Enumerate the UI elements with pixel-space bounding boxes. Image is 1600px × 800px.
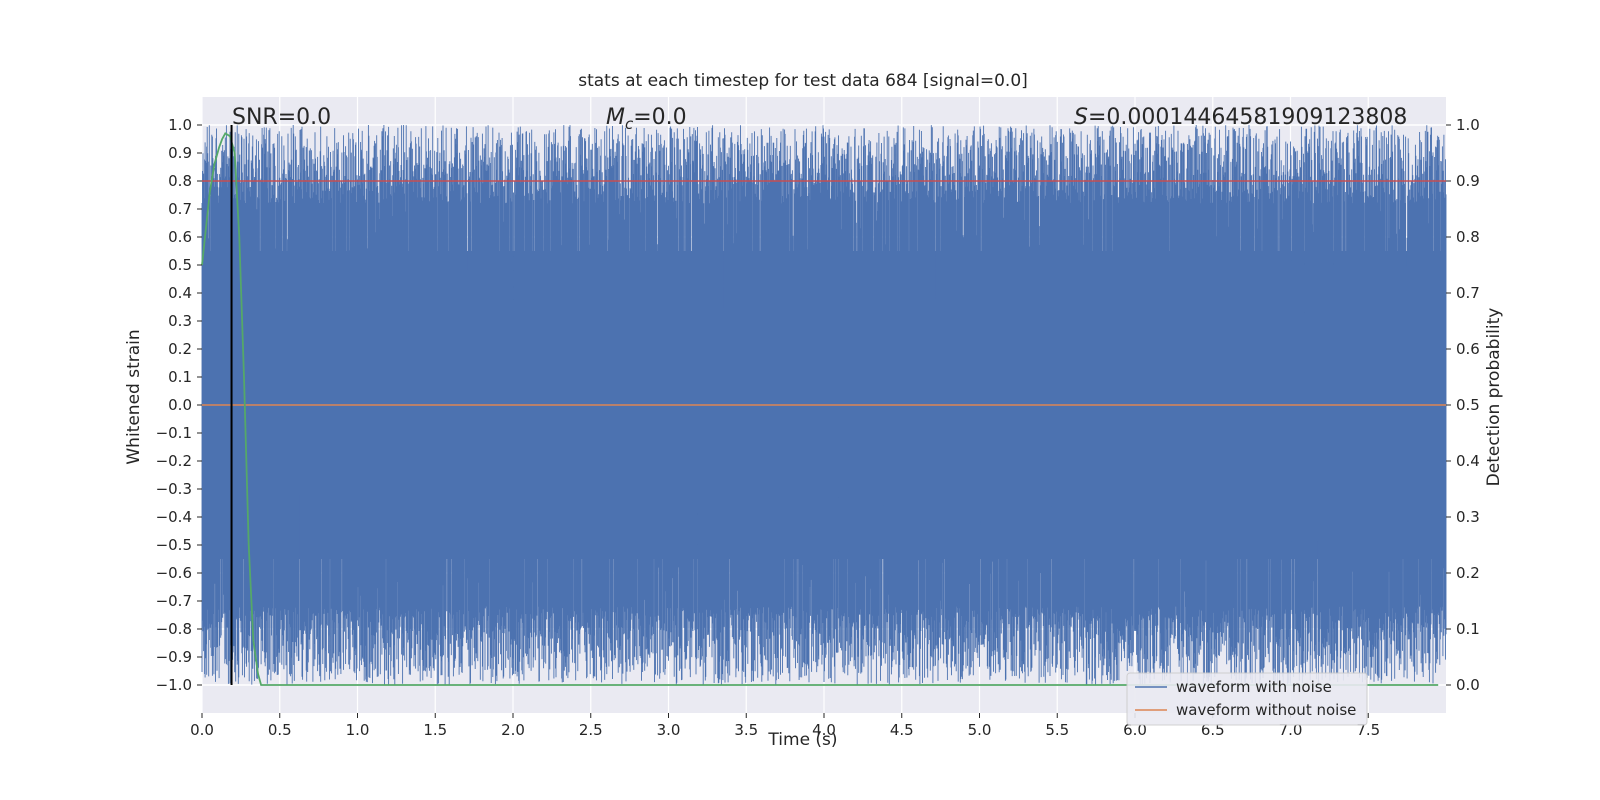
x-tick-label: 2.0: [501, 721, 525, 739]
legend-label-noise: waveform with noise: [1176, 678, 1332, 696]
y-tick-label: −1.0: [156, 676, 192, 694]
y2-tick-label: 0.6: [1456, 340, 1480, 358]
annotation-snr: SNR=0.0: [232, 105, 331, 130]
y-tick-label: −0.1: [156, 424, 192, 442]
x-tick-label: 2.5: [579, 721, 603, 739]
y2-tick-label: 0.1: [1456, 620, 1480, 638]
y2-tick-label: 0.3: [1456, 508, 1480, 526]
y2-tick-label: 0.2: [1456, 564, 1480, 582]
y-tick-label: 0.9: [168, 144, 192, 162]
x-tick-label: 5.5: [1045, 721, 1069, 739]
y-axis-label: Whitened strain: [124, 329, 144, 464]
y-tick-label: 1.0: [168, 116, 192, 134]
y-tick-label: 0.0: [168, 396, 192, 414]
x-axis-label: Time (s): [767, 730, 837, 750]
y-tick-label: 0.8: [168, 172, 192, 190]
y-tick-label: 0.4: [168, 284, 192, 302]
series-detection-probability: [201, 132, 1439, 686]
x-tick-label: 1.5: [423, 721, 447, 739]
y-tick-label: 0.1: [168, 368, 192, 386]
y-tick-label: −0.2: [156, 452, 192, 470]
x-axis-ticks: 0.0 0.5 1.0 1.5 2.0 2.5 3.0 3.5 4.0 4.5 5.0 5.5 6.0 6…: [190, 713, 1380, 739]
y2-tick-label: 0.9: [1456, 172, 1480, 190]
y-tick-label: 0.3: [168, 312, 192, 330]
y2-tick-label: 0.7: [1456, 284, 1480, 302]
y-tick-label: −0.6: [156, 564, 192, 582]
x-tick-label: 0.5: [268, 721, 292, 739]
y-tick-label: 0.7: [168, 200, 192, 218]
y-tick-label: 0.2: [168, 340, 192, 358]
x-tick-label: 3.0: [657, 721, 681, 739]
legend: waveform with noise waveform without noi…: [1126, 672, 1368, 726]
x-tick-label: 4.5: [890, 721, 914, 739]
legend-label-clean: waveform without noise: [1176, 701, 1356, 719]
y-tick-label: 0.5: [168, 256, 192, 274]
y-tick-label: −0.7: [156, 592, 192, 610]
noise-trace: [201, 125, 1447, 685]
y2-tick-label: 0.0: [1456, 676, 1480, 694]
y2-axis-label: Detection probability: [1484, 308, 1504, 487]
x-tick-label: 5.0: [968, 721, 992, 739]
y2-tick-label: 0.8: [1456, 228, 1480, 246]
x-tick-label: 4.0: [812, 721, 836, 739]
y2-axis-ticks: 1.0 0.9 0.8 0.7 0.6 0.5 0.4 0.3 0.2 0.1 0.0: [1446, 116, 1480, 694]
y-axis-ticks: 1.0 0.9 0.8 0.7 0.6 0.5 0.4 0.3 0.2 0.1 0.0 −0.1 −0.…: [156, 116, 202, 694]
y-tick-label: 0.6: [168, 228, 192, 246]
x-tick-label: 1.0: [346, 721, 370, 739]
annotation-chirp-mass: Mc=0.0: [606, 105, 687, 133]
chart-title: stats at each timestep for test data 684…: [578, 71, 1028, 91]
y-tick-label: −0.3: [156, 480, 192, 498]
y-tick-label: −0.4: [156, 508, 192, 526]
y-tick-label: −0.8: [156, 620, 192, 638]
y2-tick-label: 1.0: [1456, 116, 1480, 134]
x-tick-label: 0.0: [190, 721, 214, 739]
x-tick-label: 3.5: [734, 721, 758, 739]
annotation-s: S=0.00014464581909123808: [1074, 105, 1407, 130]
y-tick-label: −0.9: [156, 648, 192, 666]
y2-tick-label: 0.4: [1456, 452, 1480, 470]
y-tick-label: −0.5: [156, 536, 192, 554]
y2-tick-label: 0.5: [1456, 396, 1480, 414]
